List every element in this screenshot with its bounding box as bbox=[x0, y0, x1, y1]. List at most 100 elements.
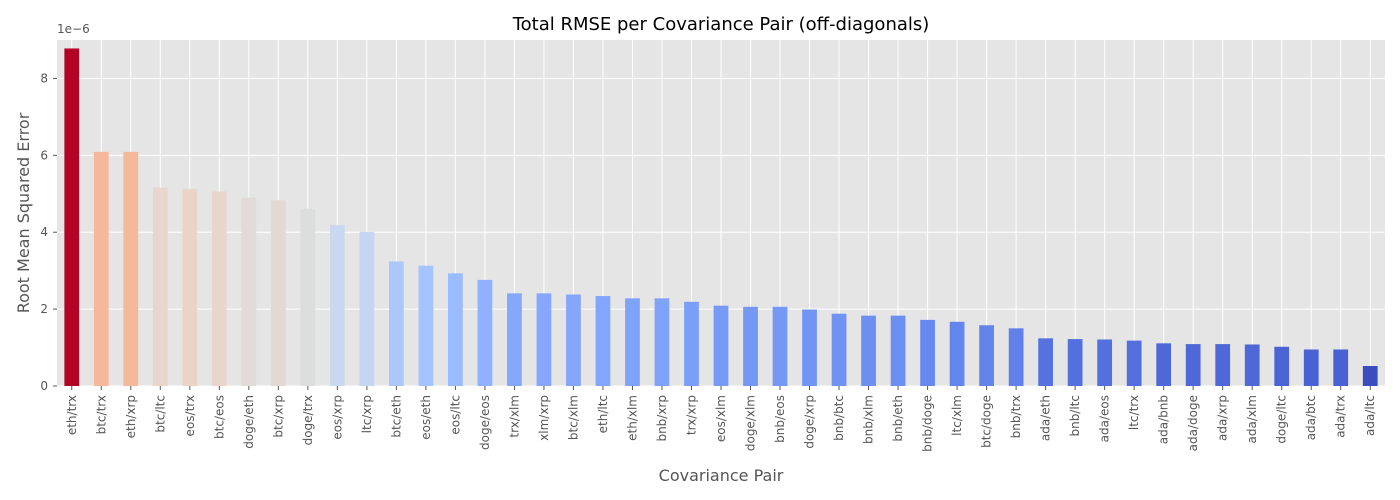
bar-ada-ltc bbox=[1362, 366, 1378, 386]
x-tick-label: ada/eos bbox=[1098, 395, 1112, 442]
x-tick-label: eos/ltc bbox=[448, 395, 462, 435]
x-tick-label: bnb/btc bbox=[832, 395, 846, 441]
y-tick-label: 2 bbox=[40, 302, 48, 316]
x-tick-label: doge/eth bbox=[242, 395, 256, 449]
x-tick-label: doge/trx bbox=[301, 395, 315, 445]
x-ticks: eth/trx btc/trx eth/xrp btc/ltc eos/trx btc/e… bbox=[65, 386, 1377, 452]
x-tick-label: btc/trx bbox=[94, 395, 108, 434]
x-tick-label: eos/xrp bbox=[330, 395, 344, 440]
bar-ltc-xlm bbox=[949, 321, 965, 386]
x-tick-label: doge/xlm bbox=[744, 395, 758, 451]
y-tick-label: 6 bbox=[40, 148, 48, 162]
x-tick-label: btc/ltc bbox=[153, 395, 167, 433]
bar-trx-xlm bbox=[507, 293, 522, 386]
bar-eos-trx bbox=[182, 188, 198, 386]
bar-bnb-xlm bbox=[861, 315, 876, 386]
bar-eos-ltc bbox=[448, 273, 463, 386]
bar-ada-eos bbox=[1097, 339, 1113, 386]
x-tick-label: bnb/doge bbox=[921, 395, 935, 452]
x-tick-label: ada/xlm bbox=[1245, 395, 1259, 444]
bar-btc-xrp bbox=[270, 200, 286, 386]
x-tick-label: ada/trx bbox=[1334, 395, 1348, 438]
x-tick-label: eos/trx bbox=[183, 395, 197, 436]
bar-bnb-trx bbox=[1008, 328, 1024, 386]
x-tick-label: ada/eth bbox=[1039, 395, 1053, 441]
chart-title: Total RMSE per Covariance Pair (off-diag… bbox=[512, 14, 930, 35]
x-tick-label: btc/xrp bbox=[271, 395, 285, 438]
x-tick-label: bnb/eth bbox=[891, 395, 905, 442]
bar-btc-ltc bbox=[152, 187, 168, 386]
bar-ada-bnb bbox=[1156, 343, 1172, 386]
y-ticks: 0 2 4 6 8 bbox=[40, 71, 57, 393]
y-tick-label: 0 bbox=[40, 379, 48, 393]
bar-doge-trx bbox=[300, 208, 316, 386]
x-tick-label: ada/bnb bbox=[1157, 395, 1171, 444]
bar-bnb-doge bbox=[920, 319, 935, 386]
bar-btc-eth bbox=[389, 261, 404, 386]
x-tick-label: doge/xrp bbox=[803, 395, 817, 449]
bar-ltc-xrp bbox=[359, 231, 375, 386]
x-tick-label: btc/xlm bbox=[566, 395, 580, 440]
bar-bnb-btc bbox=[831, 313, 847, 386]
x-tick-label: eos/eth bbox=[419, 395, 433, 440]
x-tick-label: eos/xlm bbox=[714, 395, 728, 442]
bar-xlm-xrp bbox=[536, 293, 552, 386]
x-tick-label: ltc/xlm bbox=[950, 395, 964, 436]
bar-bnb-eth bbox=[890, 315, 906, 386]
x-tick-label: btc/eos bbox=[212, 395, 226, 439]
bar-doge-eos bbox=[477, 279, 493, 386]
x-tick-label: trx/xlm bbox=[507, 395, 521, 438]
bar-btc-doge bbox=[979, 325, 994, 386]
bar-ada-trx bbox=[1333, 349, 1349, 386]
bar-ltc-trx bbox=[1126, 340, 1142, 386]
x-tick-label: ltc/trx bbox=[1127, 395, 1141, 430]
bar-eth-xlm bbox=[625, 298, 640, 386]
x-tick-label: btc/doge bbox=[980, 395, 994, 448]
x-tick-label: btc/eth bbox=[389, 395, 403, 438]
bars bbox=[64, 48, 1378, 387]
x-tick-label: ada/ltc bbox=[1363, 395, 1377, 436]
bar-ada-xrp bbox=[1215, 344, 1231, 386]
x-tick-label: ltc/xrp bbox=[360, 395, 374, 433]
x-tick-label: trx/xrp bbox=[684, 395, 698, 435]
bar-ada-btc bbox=[1303, 349, 1319, 386]
bar-doge-eth bbox=[241, 197, 257, 386]
x-tick-label: xlm/xrp bbox=[537, 395, 551, 441]
bar-ada-xlm bbox=[1244, 344, 1260, 386]
x-axis-title: Covariance Pair bbox=[659, 466, 784, 485]
x-tick-label: bnb/trx bbox=[1009, 395, 1023, 438]
x-tick-label: bnb/xrp bbox=[655, 395, 669, 442]
y-tick-label: 8 bbox=[40, 71, 48, 85]
bar-bnb-ltc bbox=[1067, 339, 1083, 386]
bar-doge-xrp bbox=[802, 309, 817, 386]
bar-doge-xlm bbox=[743, 306, 758, 386]
x-tick-label: eth/ltc bbox=[596, 395, 610, 433]
bar-eth-xrp bbox=[123, 151, 139, 386]
bar-eos-xrp bbox=[329, 224, 345, 386]
bar-eth-trx bbox=[64, 48, 80, 387]
bar-ada-doge bbox=[1185, 344, 1201, 386]
y-scale-label: 1e−6 bbox=[57, 22, 90, 36]
x-tick-label: bnb/xlm bbox=[862, 395, 876, 444]
x-tick-label: doge/ltc bbox=[1275, 395, 1289, 444]
x-tick-label: bnb/ltc bbox=[1068, 395, 1082, 437]
bar-eos-eth bbox=[418, 265, 434, 386]
x-tick-label: ada/btc bbox=[1304, 395, 1318, 440]
x-tick-label: ada/xrp bbox=[1216, 395, 1230, 441]
bar-btc-trx bbox=[93, 151, 109, 386]
x-tick-label: ada/doge bbox=[1186, 395, 1200, 451]
y-axis-title: Root Mean Squared Error bbox=[14, 112, 33, 313]
x-tick-label: eth/xrp bbox=[124, 395, 138, 438]
bar-doge-ltc bbox=[1274, 346, 1290, 386]
x-tick-label: eth/trx bbox=[65, 395, 79, 435]
bar-btc-xlm bbox=[566, 294, 581, 386]
bar-eos-xlm bbox=[713, 305, 729, 386]
x-tick-label: bnb/eos bbox=[773, 395, 787, 443]
bar-bnb-eos bbox=[772, 306, 788, 386]
x-tick-label: doge/eos bbox=[478, 395, 492, 450]
bar-trx-xrp bbox=[684, 301, 699, 386]
x-tick-label: eth/xlm bbox=[625, 395, 639, 441]
bar-btc-eos bbox=[211, 191, 227, 386]
y-tick-label: 4 bbox=[40, 225, 48, 239]
